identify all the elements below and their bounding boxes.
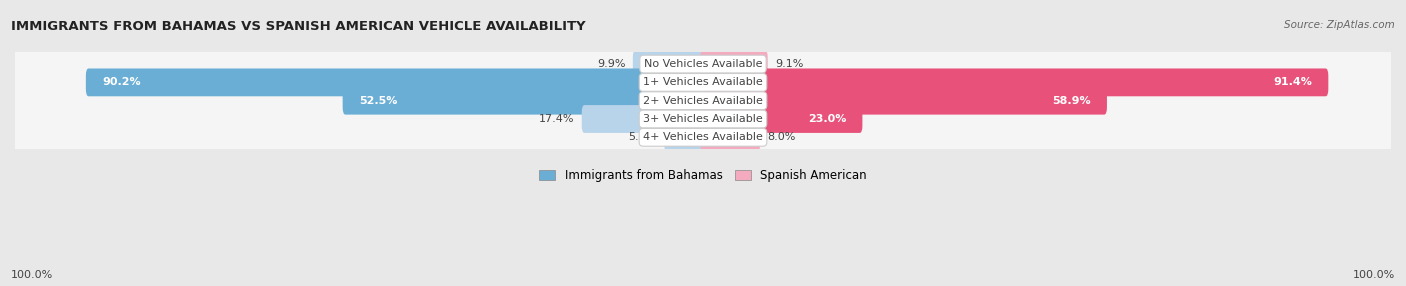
Text: 23.0%: 23.0%	[807, 114, 846, 124]
FancyBboxPatch shape	[664, 123, 706, 151]
FancyBboxPatch shape	[582, 105, 706, 133]
Text: 1+ Vehicles Available: 1+ Vehicles Available	[643, 78, 763, 88]
Text: 52.5%: 52.5%	[359, 96, 398, 106]
Text: 9.1%: 9.1%	[775, 59, 804, 69]
Text: 5.3%: 5.3%	[628, 132, 657, 142]
FancyBboxPatch shape	[13, 96, 1393, 142]
FancyBboxPatch shape	[700, 105, 862, 133]
FancyBboxPatch shape	[343, 87, 706, 115]
Text: IMMIGRANTS FROM BAHAMAS VS SPANISH AMERICAN VEHICLE AVAILABILITY: IMMIGRANTS FROM BAHAMAS VS SPANISH AMERI…	[11, 20, 586, 33]
Text: 100.0%: 100.0%	[11, 270, 53, 280]
Text: 4+ Vehicles Available: 4+ Vehicles Available	[643, 132, 763, 142]
Text: 2+ Vehicles Available: 2+ Vehicles Available	[643, 96, 763, 106]
Text: 58.9%: 58.9%	[1052, 96, 1091, 106]
Text: 8.0%: 8.0%	[768, 132, 796, 142]
FancyBboxPatch shape	[13, 41, 1393, 87]
Text: 17.4%: 17.4%	[538, 114, 574, 124]
Text: 100.0%: 100.0%	[1353, 270, 1395, 280]
FancyBboxPatch shape	[700, 123, 761, 151]
FancyBboxPatch shape	[700, 87, 1107, 115]
Legend: Immigrants from Bahamas, Spanish American: Immigrants from Bahamas, Spanish America…	[534, 164, 872, 187]
FancyBboxPatch shape	[13, 78, 1393, 124]
FancyBboxPatch shape	[13, 59, 1393, 105]
Text: 91.4%: 91.4%	[1272, 78, 1312, 88]
FancyBboxPatch shape	[633, 50, 706, 78]
FancyBboxPatch shape	[86, 68, 706, 96]
FancyBboxPatch shape	[700, 68, 1329, 96]
Text: 90.2%: 90.2%	[103, 78, 141, 88]
FancyBboxPatch shape	[13, 114, 1393, 160]
Text: 9.9%: 9.9%	[596, 59, 626, 69]
FancyBboxPatch shape	[700, 50, 768, 78]
Text: 3+ Vehicles Available: 3+ Vehicles Available	[643, 114, 763, 124]
Text: No Vehicles Available: No Vehicles Available	[644, 59, 762, 69]
Text: Source: ZipAtlas.com: Source: ZipAtlas.com	[1284, 20, 1395, 30]
